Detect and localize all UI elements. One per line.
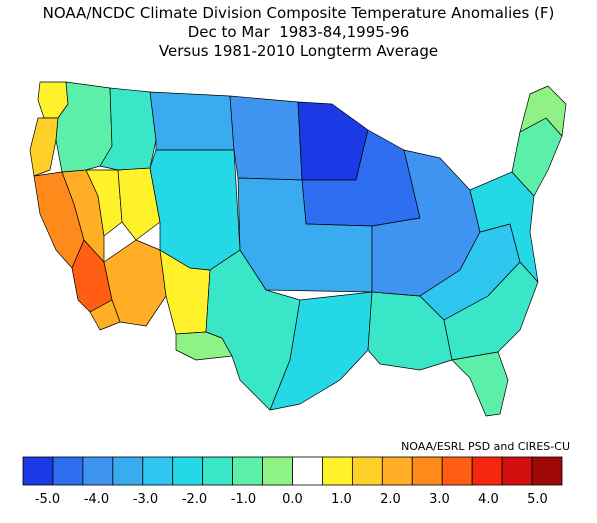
legend-tick-label: 0.0	[282, 492, 303, 507]
legend-swatch	[322, 456, 353, 486]
legend-tick-label: 4.0	[478, 492, 499, 507]
region-arizona-southwest	[89, 299, 121, 331]
legend-tick-label: -2.0	[182, 492, 207, 507]
legend-swatch	[411, 456, 443, 486]
legend-tick-label: -1.0	[231, 492, 256, 507]
legend-swatch	[441, 456, 473, 486]
map-baseline: Versus 1981-2010 Longterm Average	[158, 42, 439, 60]
legend-swatch	[232, 456, 263, 486]
legend-swatch	[501, 456, 533, 486]
legend-swatch	[292, 456, 323, 486]
legend-swatch	[381, 456, 413, 486]
map-title: NOAA/NCDC Climate Division Composite Tem…	[42, 4, 555, 22]
legend-tick-label: 1.0	[331, 492, 352, 507]
legend-swatch	[471, 456, 503, 486]
legend-swatch	[202, 456, 234, 486]
legend-swatch	[22, 456, 54, 486]
legend-tick-label: -5.0	[35, 492, 60, 507]
legend-swatch	[52, 456, 84, 486]
legend-swatch	[531, 456, 563, 486]
map-period: Dec to Mar 1983-84,1995-96	[187, 23, 410, 41]
legend-tick-label: -4.0	[84, 492, 109, 507]
region-maine-north	[519, 85, 567, 137]
legend-tick-label: 3.0	[429, 492, 450, 507]
legend-tick-label: 5.0	[527, 492, 548, 507]
legend-tick-label: 2.0	[380, 492, 401, 507]
legend-swatch	[351, 456, 383, 486]
region-florida	[451, 351, 509, 417]
title-block: NOAA/NCDC Climate Division Composite Tem…	[0, 4, 597, 61]
legend-swatch	[112, 456, 144, 486]
legend-swatch	[142, 456, 174, 486]
legend-swatch	[172, 456, 204, 486]
legend-tick-label: -3.0	[133, 492, 158, 507]
legend-swatch	[262, 456, 293, 486]
data-credit: NOAA/ESRL PSD and CIRES-CU	[401, 440, 570, 453]
legend-swatch	[82, 456, 114, 486]
region-nevada-central	[85, 169, 123, 237]
